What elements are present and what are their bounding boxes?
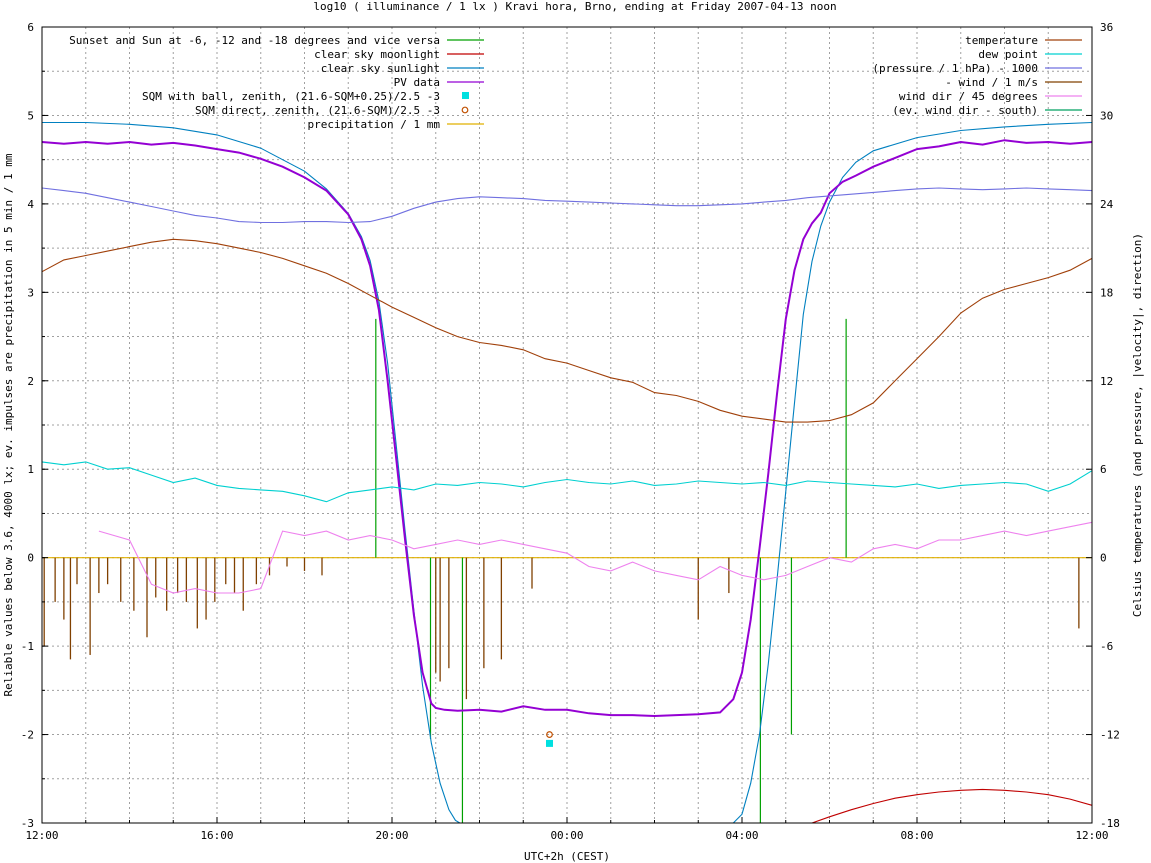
x-tick-label: 00:00 xyxy=(550,829,583,842)
legend-left-label: SQM direct, zenith, (21.6-SQM)/2.5 -3 xyxy=(195,104,440,117)
y-axis-label: Reliable values below 3.6, 4000 lx; ev. … xyxy=(2,153,15,696)
y-tick-label: -2 xyxy=(21,729,34,742)
y-tick-label: -1 xyxy=(21,640,34,653)
y2-tick-label: 36 xyxy=(1100,21,1113,34)
series-layer xyxy=(41,121,1093,824)
x-tick-label: 20:00 xyxy=(375,829,408,842)
y2-tick-label: 30 xyxy=(1100,109,1113,122)
y-tick-label: 0 xyxy=(27,552,34,565)
x-tick-label: 16:00 xyxy=(200,829,233,842)
y-tick-label: 1 xyxy=(27,463,34,476)
y2-tick-label: -12 xyxy=(1100,729,1120,742)
x-tick-label: 12:00 xyxy=(1075,829,1108,842)
legend: Sunset and Sun at -6, -12 and -18 degree… xyxy=(69,34,1082,131)
legend-right-label: (pressure / 1 hPa) - 1000 xyxy=(872,62,1038,75)
legend-right-label: (ev. wind dir - south) xyxy=(892,104,1038,117)
y-tick-label: -3 xyxy=(21,817,34,830)
y-tick-label: 2 xyxy=(27,375,34,388)
x-axis-label: UTC+2h (CEST) xyxy=(524,850,610,863)
y2-tick-label: 18 xyxy=(1100,286,1113,299)
x-tick-label: 12:00 xyxy=(25,829,58,842)
legend-left-label: clear sky sunlight xyxy=(321,62,440,75)
y-tick-label: 3 xyxy=(27,286,34,299)
legend-left-label: Sunset and Sun at -6, -12 and -18 degree… xyxy=(69,34,440,47)
y2-tick-label: -18 xyxy=(1100,817,1120,830)
legend-right-label: - wind / 1 m/s xyxy=(945,76,1038,89)
series-pressure-1-hpa-1000 xyxy=(41,187,1093,224)
y2-tick-label: 24 xyxy=(1100,198,1114,211)
y2-tick-label: 12 xyxy=(1100,375,1113,388)
series-temperature xyxy=(41,238,1093,423)
legend-left-label: precipitation / 1 mm xyxy=(308,118,441,131)
legend-right-label: temperature xyxy=(965,34,1038,47)
y2-tick-label: 6 xyxy=(1100,463,1107,476)
series-wind-dir-45-degrees xyxy=(98,521,1093,594)
sqm-direct-point xyxy=(546,731,553,738)
legend-left-label: PV data xyxy=(394,76,440,89)
y2-tick-label: 0 xyxy=(1100,552,1107,565)
y-tick-label: 6 xyxy=(27,21,34,34)
sqm-ball-point xyxy=(546,739,553,747)
y-tick-label: 4 xyxy=(27,198,34,211)
legend-left-sample xyxy=(462,92,469,99)
y2-tick-label: -6 xyxy=(1100,640,1113,653)
chart-title: log10 ( illuminance / 1 lx ) Kravi hora,… xyxy=(313,0,836,13)
y2-axis-label: Celsius temperatures (and pressure, |vel… xyxy=(1131,233,1144,617)
grid xyxy=(42,27,1092,823)
legend-left-label: SQM with ball, zenith, (21.6-SQM+0.25)/2… xyxy=(142,90,440,103)
series-dew-point xyxy=(41,461,1093,503)
ticks: 12:00 16:00 20:00 00:00 04:00 08:00 12:00-3-2-… xyxy=(21,21,1120,842)
legend-right-label: dew point xyxy=(978,48,1038,61)
x-tick-label: 04:00 xyxy=(725,829,758,842)
series-clear-sky-moonlight xyxy=(811,788,1093,824)
series-pv-data xyxy=(41,139,1093,718)
y-tick-label: 5 xyxy=(27,109,34,122)
x-tick-label: 08:00 xyxy=(900,829,933,842)
legend-left-sample xyxy=(461,106,469,114)
legend-left-label: clear sky moonlight xyxy=(314,48,440,61)
legend-right-label: wind dir / 45 degrees xyxy=(899,90,1038,103)
